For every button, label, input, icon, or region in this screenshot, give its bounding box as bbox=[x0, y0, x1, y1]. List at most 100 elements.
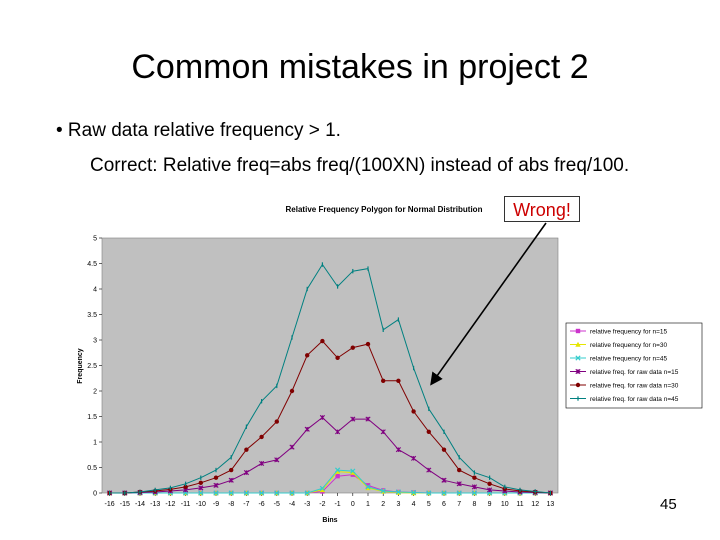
data-point bbox=[350, 469, 356, 475]
y-tick-label: 0 bbox=[93, 491, 97, 498]
data-point bbox=[365, 416, 371, 422]
x-tick-label: -4 bbox=[289, 501, 295, 508]
data-point bbox=[350, 345, 355, 350]
y-tick-label: 2.5 bbox=[87, 363, 97, 370]
data-point bbox=[259, 434, 264, 440]
legend-marker bbox=[575, 368, 581, 375]
y-tick-label: 3 bbox=[93, 338, 97, 345]
wrong-callout: Wrong! bbox=[504, 196, 580, 222]
x-tick-label: -10 bbox=[196, 501, 206, 508]
legend-item-label: relative freq. for raw data n=45 bbox=[590, 396, 679, 403]
data-point bbox=[441, 490, 447, 496]
data-point bbox=[319, 487, 326, 493]
data-point bbox=[334, 468, 341, 474]
legend-marker bbox=[575, 341, 581, 347]
data-point bbox=[319, 414, 325, 421]
data-point bbox=[244, 447, 249, 452]
x-tick-label: 4 bbox=[412, 501, 416, 508]
series-line-5 bbox=[109, 340, 551, 494]
legend-item-label: relative freq. for raw data n=15 bbox=[590, 369, 679, 376]
data-point bbox=[258, 490, 265, 496]
y-axis-label: Frequency bbox=[77, 348, 84, 384]
data-point bbox=[457, 467, 462, 473]
data-point bbox=[274, 419, 279, 424]
data-point bbox=[395, 447, 401, 453]
callout-arrow bbox=[430, 222, 547, 386]
data-point bbox=[289, 444, 295, 450]
data-point bbox=[304, 426, 310, 432]
data-point bbox=[335, 429, 341, 435]
x-tick-label: 10 bbox=[501, 501, 509, 508]
data-point bbox=[456, 481, 462, 487]
data-point bbox=[426, 429, 431, 434]
y-tick-label: 5 bbox=[93, 236, 97, 243]
legend-marker bbox=[575, 355, 581, 361]
x-tick-label: -12 bbox=[165, 501, 175, 508]
y-tick-label: 4.5 bbox=[87, 261, 97, 268]
data-point bbox=[350, 468, 356, 474]
data-point bbox=[441, 447, 447, 452]
data-point bbox=[410, 489, 417, 496]
y-tick-label: 1 bbox=[93, 440, 97, 447]
x-tick-label: 3 bbox=[396, 501, 400, 508]
data-point bbox=[335, 473, 340, 479]
x-tick-label: -5 bbox=[274, 501, 280, 508]
x-tick-label: -1 bbox=[334, 501, 340, 508]
x-axis-label: Bins bbox=[322, 517, 337, 524]
data-point bbox=[304, 490, 310, 496]
x-tick-label: -13 bbox=[150, 501, 160, 508]
legend-marker bbox=[575, 328, 581, 334]
y-tick-label: 3.5 bbox=[87, 312, 97, 319]
x-tick-label: -14 bbox=[135, 501, 145, 508]
data-point bbox=[289, 388, 295, 394]
series-line-6 bbox=[109, 263, 551, 494]
y-tick-label: 1.5 bbox=[87, 414, 97, 421]
x-tick-label: 5 bbox=[427, 501, 431, 508]
data-point bbox=[213, 490, 219, 496]
data-point bbox=[198, 490, 204, 496]
data-point bbox=[213, 482, 219, 488]
data-point bbox=[472, 475, 477, 480]
data-point bbox=[243, 490, 250, 496]
data-point bbox=[198, 485, 204, 491]
data-point bbox=[456, 490, 462, 496]
data-point bbox=[229, 467, 234, 473]
y-tick-label: 4 bbox=[93, 287, 97, 294]
x-tick-label: -8 bbox=[228, 501, 234, 508]
x-tick-label: -2 bbox=[319, 501, 325, 508]
data-point bbox=[426, 467, 432, 473]
data-point bbox=[365, 484, 371, 490]
data-point bbox=[334, 467, 341, 473]
x-tick-label: 6 bbox=[442, 501, 446, 508]
data-point bbox=[380, 488, 386, 494]
x-tick-label: 1 bbox=[366, 501, 370, 508]
data-point bbox=[213, 475, 219, 480]
data-point bbox=[471, 490, 478, 496]
x-tick-label: 8 bbox=[472, 501, 476, 508]
series-line-3 bbox=[109, 469, 551, 494]
x-tick-label: -6 bbox=[258, 501, 264, 508]
x-tick-label: 12 bbox=[531, 501, 539, 508]
x-tick-label: 9 bbox=[488, 501, 492, 508]
data-point bbox=[365, 341, 371, 347]
data-point bbox=[319, 485, 326, 492]
slide-title: Common mistakes in project 2 bbox=[131, 48, 589, 86]
data-point bbox=[487, 487, 493, 493]
data-point bbox=[183, 484, 188, 490]
y-tick-label: 2 bbox=[93, 389, 97, 396]
data-point bbox=[395, 489, 402, 495]
data-point bbox=[471, 484, 477, 490]
data-point bbox=[411, 409, 416, 414]
data-point bbox=[228, 477, 234, 483]
data-point bbox=[426, 490, 432, 496]
data-point bbox=[441, 477, 447, 483]
data-point bbox=[243, 470, 249, 476]
data-point bbox=[487, 481, 492, 487]
legend-item-label: relative frequency for n=15 bbox=[590, 329, 668, 336]
data-point bbox=[289, 490, 295, 496]
data-point bbox=[320, 338, 325, 344]
data-point bbox=[335, 355, 340, 361]
x-tick-label: -11 bbox=[181, 501, 191, 508]
x-tick-label: 0 bbox=[351, 501, 355, 508]
data-point bbox=[274, 457, 280, 463]
